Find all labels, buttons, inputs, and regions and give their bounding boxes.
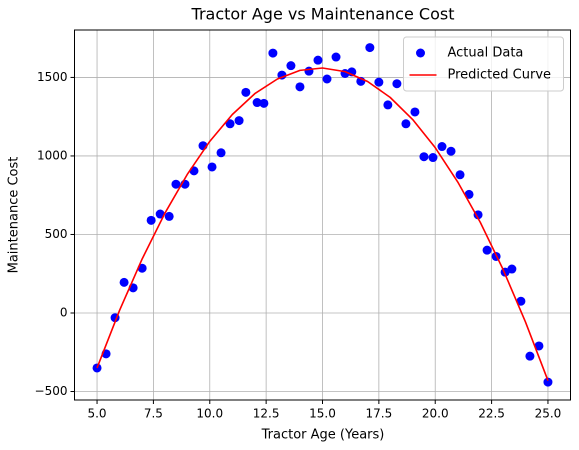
- data-point: [286, 61, 296, 71]
- y-tick-label: 0: [60, 305, 68, 319]
- y-tick-label: −500: [35, 384, 68, 398]
- legend-label: Actual Data: [448, 46, 524, 61]
- data-point: [534, 341, 544, 351]
- data-point: [216, 148, 226, 158]
- data-point: [525, 351, 535, 361]
- data-point: [171, 179, 181, 189]
- line: [96, 67, 549, 381]
- data-point: [473, 210, 483, 220]
- data-point: [259, 98, 269, 108]
- data-point: [164, 211, 174, 221]
- data-point: [268, 48, 278, 58]
- plot-frame: [74, 29, 571, 401]
- data-point: [365, 43, 375, 53]
- data-point: [189, 166, 199, 176]
- data-point: [322, 74, 332, 84]
- data-point: [383, 100, 393, 110]
- data-point: [437, 142, 447, 152]
- x-tick-label: 20.0: [422, 407, 449, 421]
- x-tick-label: 10.0: [196, 407, 223, 421]
- chart-title: Tractor Age vs Maintenance Cost: [191, 5, 455, 24]
- y-axis-label: Maintenance Cost: [7, 157, 22, 274]
- data-point: [507, 264, 517, 274]
- data-point: [516, 296, 526, 306]
- y-tick-label: 1000: [37, 148, 68, 162]
- x-tick-label: 12.5: [253, 407, 280, 421]
- data-point: [313, 55, 323, 65]
- x-tick-label: 22.5: [478, 407, 505, 421]
- data-point: [428, 153, 438, 163]
- data-point: [419, 152, 429, 162]
- data-point: [401, 119, 411, 129]
- x-tick-label: 7.5: [144, 407, 163, 421]
- y-tick-label: 500: [45, 227, 68, 241]
- data-point: [146, 215, 156, 225]
- data-point: [482, 245, 492, 255]
- data-point: [119, 277, 129, 287]
- data-point: [155, 209, 165, 219]
- data-point: [295, 82, 305, 92]
- x-tick-label: 25.0: [535, 407, 562, 421]
- legend-label: Predicted Curve: [448, 68, 552, 83]
- data-point: [410, 107, 420, 117]
- data-point: [446, 146, 456, 156]
- legend: Actual Data Predicted Curve: [403, 36, 564, 92]
- x-tick-label: 15.0: [309, 407, 336, 421]
- data-point: [252, 98, 262, 108]
- data-point: [392, 79, 402, 89]
- legend-marker: [416, 48, 425, 58]
- data-point: [455, 170, 465, 180]
- x-axis-label: Tractor Age (Years): [261, 428, 385, 443]
- data-point: [331, 52, 341, 62]
- data-point: [241, 87, 251, 97]
- x-tick-label: 5.0: [87, 407, 106, 421]
- x-tick-label: 17.5: [366, 407, 393, 421]
- data-point: [234, 116, 244, 126]
- data-point: [207, 162, 217, 172]
- legend-box: [403, 36, 564, 92]
- data-point: [543, 377, 553, 387]
- data-point: [304, 66, 314, 76]
- data-point: [374, 77, 384, 87]
- y-tick-label: 1500: [37, 70, 68, 84]
- data-point: [225, 119, 235, 129]
